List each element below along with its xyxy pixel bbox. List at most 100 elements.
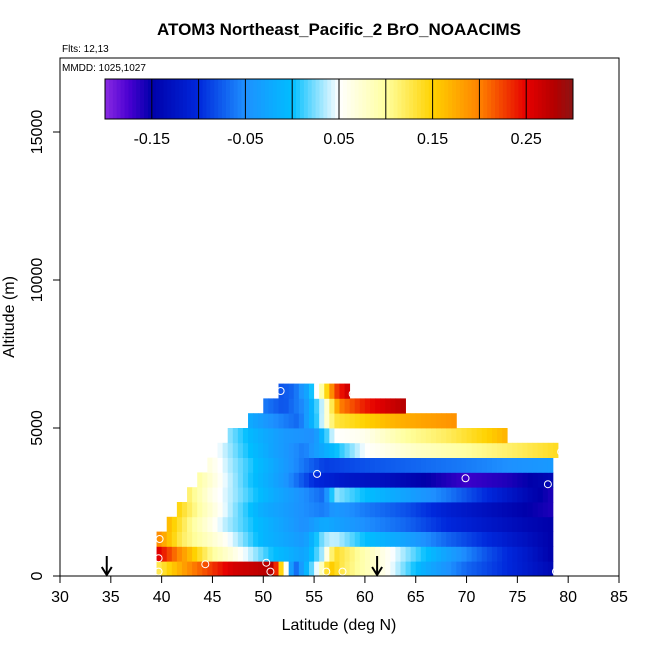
heatmap-cell: [390, 457, 396, 473]
heatmap-cell: [497, 561, 503, 577]
heatmap-cell: [324, 487, 330, 503]
heatmap-cell: [502, 428, 508, 444]
heatmap-cell: [314, 428, 320, 444]
heatmap-cell: [176, 531, 183, 547]
heatmap-cell: [334, 472, 340, 488]
heatmap-cell: [517, 561, 523, 577]
heatmap-cell: [497, 516, 503, 532]
heatmap-cell: [451, 428, 457, 444]
heatmap-cell: [344, 531, 351, 547]
heatmap-cell: [197, 516, 203, 532]
heatmap-cell: [273, 502, 279, 518]
heatmap-cell: [227, 487, 234, 503]
heatmap-cell: [380, 413, 386, 429]
heatmap-cell: [258, 546, 264, 562]
heatmap-cell: [491, 531, 498, 547]
heatmap-cell: [461, 531, 467, 547]
colorbar-swatch: [545, 79, 550, 119]
colorbar-swatch: [136, 79, 141, 119]
heatmap-cell: [197, 561, 203, 577]
heatmap-cell: [395, 516, 401, 532]
heatmap-cell: [436, 428, 442, 444]
colorbar-swatch: [448, 79, 453, 119]
colorbar-swatch: [241, 79, 246, 119]
heatmap-cell: [476, 531, 483, 547]
heatmap-cell: [324, 442, 330, 458]
heatmap-cell: [263, 428, 269, 444]
heatmap-cell: [303, 428, 310, 444]
heatmap-cell: [507, 457, 513, 473]
heatmap-cell: [380, 442, 386, 458]
heatmap-cell: [390, 398, 396, 414]
colorbar-swatch: [471, 79, 476, 119]
heatmap-cell: [283, 531, 290, 547]
heatmap-cell: [309, 398, 315, 414]
heatmap-cell: [380, 398, 386, 414]
heatmap-cell: [258, 472, 264, 488]
heatmap-cell: [253, 502, 259, 518]
heatmap-cell: [430, 413, 437, 429]
heatmap-cell: [217, 457, 224, 473]
heatmap-cell: [364, 546, 371, 562]
heatmap-cell: [395, 546, 401, 562]
heatmap-cell: [334, 398, 340, 414]
heatmap-cell: [456, 502, 462, 518]
heatmap-cell: [232, 546, 239, 562]
colorbar-swatch: [506, 79, 511, 119]
heatmap-cell: [278, 502, 284, 518]
heatmap-cell: [329, 487, 335, 503]
heatmap-cell: [344, 502, 351, 518]
heatmap-cell: [542, 502, 549, 518]
heatmap-cell: [400, 502, 406, 518]
heatmap-cell: [268, 472, 274, 488]
heatmap-cell: [329, 561, 335, 577]
heatmap-cell: [380, 487, 386, 503]
heatmap-cell: [451, 472, 457, 488]
y-tick-label: 15000: [29, 110, 46, 155]
heatmap-cell: [324, 383, 330, 399]
heatmap-cell: [385, 457, 391, 473]
heatmap-cell: [471, 487, 478, 503]
heatmap-cell: [405, 502, 412, 518]
colorbar-swatch: [132, 79, 137, 119]
heatmap-cell: [451, 502, 457, 518]
heatmap-cell: [456, 546, 462, 562]
heatmap-cell: [436, 561, 442, 577]
heatmap-cell: [390, 502, 396, 518]
heatmap-cell: [512, 561, 518, 577]
heatmap-cell: [441, 457, 447, 473]
heatmap-cell: [309, 472, 315, 488]
heatmap-cell: [451, 546, 457, 562]
heatmap-cell: [497, 428, 503, 444]
colorbar-swatch: [432, 79, 437, 119]
heatmap-cell: [263, 516, 269, 532]
heatmap-cell: [425, 428, 432, 444]
heatmap-cell: [339, 561, 345, 577]
heatmap-cell: [273, 398, 279, 414]
heatmap-cell: [425, 442, 432, 458]
heatmap-cell: [319, 531, 325, 547]
heatmap-cell: [222, 442, 229, 458]
heatmap-cell: [283, 487, 290, 503]
colorbar-swatch: [190, 79, 196, 119]
heatmap-cell: [288, 428, 295, 444]
heatmap-cell: [420, 561, 427, 577]
heatmap-cell: [395, 428, 401, 444]
heatmap-cell: [161, 531, 168, 547]
heatmap-cell: [471, 516, 478, 532]
x-tick-label: 65: [407, 589, 425, 606]
heatmap-cell: [344, 487, 351, 503]
heatmap-cell: [466, 561, 473, 577]
colorbar-swatch: [565, 79, 570, 119]
heatmap-cell: [156, 561, 163, 577]
x-tick-label: 70: [458, 589, 476, 606]
heatmap-cell: [273, 531, 279, 547]
x-tick-label: 35: [102, 589, 120, 606]
heatmap-cell: [278, 561, 284, 577]
heatmap-cell: [181, 546, 188, 562]
heatmap-cell: [359, 457, 366, 473]
heatmap-cell: [349, 398, 356, 414]
colorbar-swatch: [331, 79, 336, 119]
heatmap-cell: [288, 531, 295, 547]
colorbar-swatch: [315, 79, 320, 119]
